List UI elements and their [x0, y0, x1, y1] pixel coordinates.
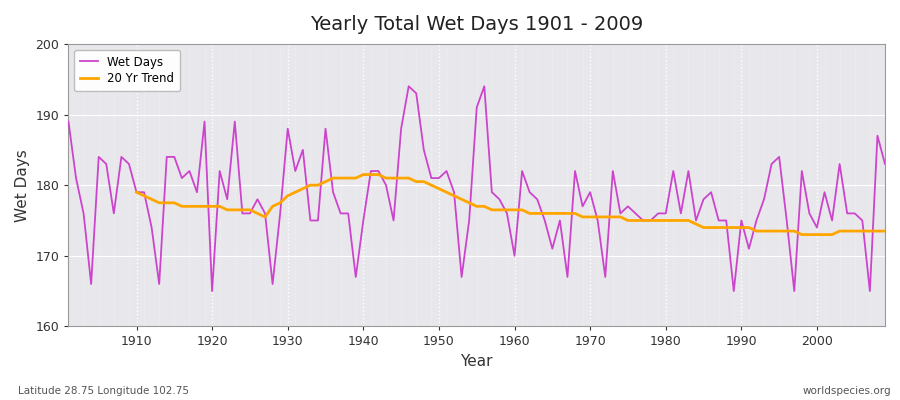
- X-axis label: Year: Year: [461, 354, 493, 369]
- Line: Wet Days: Wet Days: [68, 86, 885, 291]
- Y-axis label: Wet Days: Wet Days: [15, 149, 30, 222]
- Wet Days: [207, 289, 218, 294]
- Text: Latitude 28.75 Longitude 102.75: Latitude 28.75 Longitude 102.75: [18, 386, 189, 396]
- Wet Days: [63, 119, 74, 124]
- Wet Days: [343, 211, 354, 216]
- 20 Yr Trend: [358, 172, 369, 177]
- Wet Days: [879, 162, 890, 166]
- Legend: Wet Days, 20 Yr Trend: Wet Days, 20 Yr Trend: [75, 50, 180, 91]
- Text: worldspecies.org: worldspecies.org: [803, 386, 891, 396]
- Wet Days: [525, 190, 535, 195]
- Wet Days: [517, 169, 527, 174]
- 20 Yr Trend: [879, 229, 890, 234]
- 20 Yr Trend: [131, 190, 142, 195]
- 20 Yr Trend: [857, 229, 868, 234]
- 20 Yr Trend: [274, 200, 285, 205]
- Wet Days: [297, 148, 308, 152]
- 20 Yr Trend: [796, 232, 807, 237]
- Title: Yearly Total Wet Days 1901 - 2009: Yearly Total Wet Days 1901 - 2009: [310, 15, 644, 34]
- Line: 20 Yr Trend: 20 Yr Trend: [137, 174, 885, 234]
- 20 Yr Trend: [525, 211, 535, 216]
- 20 Yr Trend: [305, 183, 316, 188]
- 20 Yr Trend: [834, 229, 845, 234]
- 20 Yr Trend: [585, 214, 596, 219]
- Wet Days: [123, 162, 134, 166]
- Wet Days: [403, 84, 414, 89]
- Wet Days: [615, 211, 626, 216]
